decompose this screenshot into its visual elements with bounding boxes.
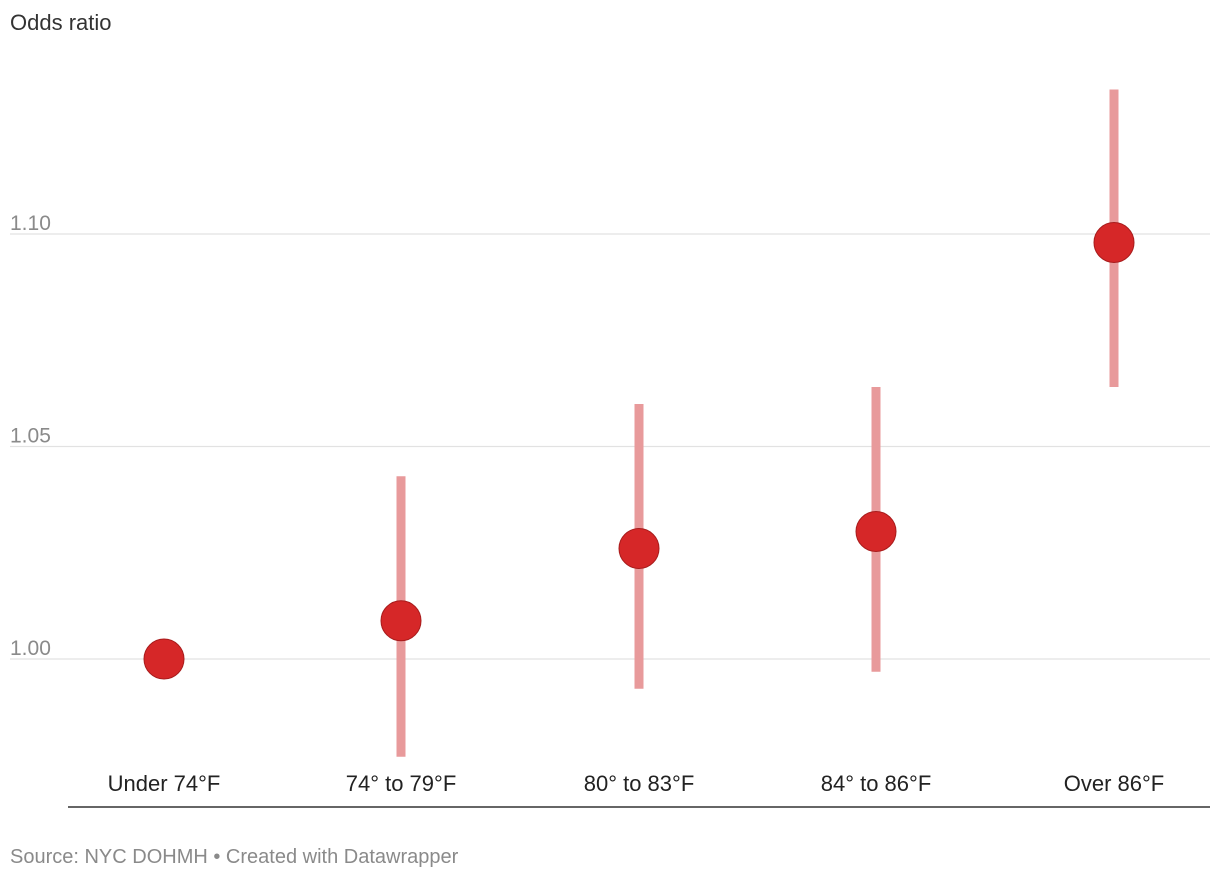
- dot-plot-chart: 1.00 1.05 1.10 Under 74°F 74° to 79°F 80° to…: [10, 89, 1210, 808]
- x-tick-label: 74° to 79°F: [346, 771, 457, 796]
- x-tick-labels: Under 74°F 74° to 79°F 80° to 83°F 84° to 8…: [108, 771, 1165, 796]
- y-tick-labels: 1.00 1.05 1.10: [10, 212, 51, 660]
- gridlines: [10, 233, 1210, 660]
- x-tick-label: 84° to 86°F: [821, 771, 932, 796]
- data-points: [143, 222, 1135, 680]
- data-point: [143, 638, 185, 680]
- x-tick-label: Under 74°F: [108, 771, 221, 796]
- data-point: [618, 528, 660, 569]
- y-axis-title: Odds ratio: [10, 10, 112, 35]
- x-tick-label: Over 86°F: [1064, 771, 1165, 796]
- confidence-intervals: [396, 89, 1119, 757]
- y-tick-label: 1.10: [10, 212, 51, 235]
- x-tick-label: 80° to 83°F: [584, 771, 695, 796]
- data-point: [380, 600, 422, 642]
- y-tick-label: 1.00: [10, 637, 51, 660]
- source-note: Source: NYC DOHMH • Created with Datawra…: [10, 846, 459, 868]
- data-point: [855, 511, 897, 552]
- data-point: [1093, 222, 1135, 263]
- y-tick-label: 1.05: [10, 425, 51, 448]
